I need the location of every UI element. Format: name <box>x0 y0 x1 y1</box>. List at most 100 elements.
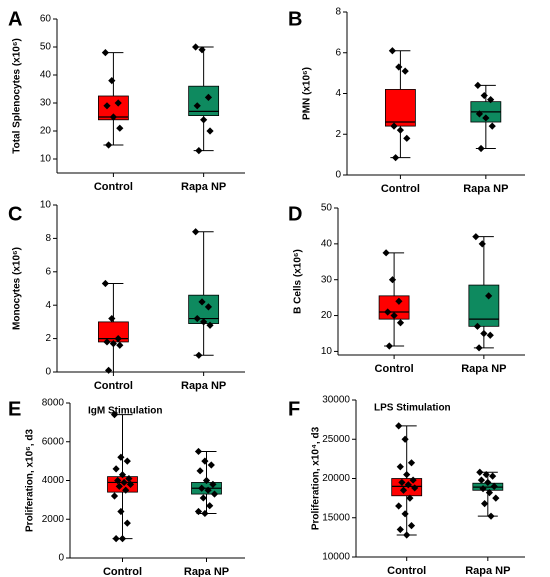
data-point <box>395 422 403 430</box>
y-axis-label: Proliferation, x10⁴, d3 <box>311 426 322 530</box>
x-tick-label: Rapa NP <box>461 363 506 375</box>
x-tick-label: Rapa NP <box>181 380 226 392</box>
y-tick-label: 30 <box>40 98 52 109</box>
data-point <box>109 340 117 348</box>
y-tick-label: 30 <box>321 274 333 285</box>
data-point <box>407 522 416 530</box>
data-point <box>112 465 120 473</box>
data-point <box>201 509 209 518</box>
data-point <box>396 463 404 471</box>
y-tick-label: 25000 <box>322 434 350 445</box>
y-tick-label: 0 <box>58 553 64 564</box>
data-point <box>103 338 111 346</box>
data-point <box>115 482 123 490</box>
y-tick-label: 40 <box>321 238 333 249</box>
data-point <box>403 531 411 539</box>
data-point <box>479 485 487 493</box>
box <box>468 284 500 327</box>
data-point <box>401 510 409 518</box>
y-tick-label: 6 <box>335 47 341 58</box>
panel-letter: E <box>8 398 21 420</box>
y-tick-label: 30000 <box>322 395 350 406</box>
data-point <box>492 494 500 502</box>
x-tick-label: Control <box>103 566 142 577</box>
data-point <box>123 457 131 465</box>
data-point <box>395 297 403 305</box>
data-point <box>206 502 214 510</box>
y-tick-label: 10000 <box>322 552 350 563</box>
data-point <box>108 314 116 323</box>
data-point <box>192 43 200 51</box>
data-point <box>196 467 204 475</box>
data-point <box>482 470 490 479</box>
x-tick-label: Control <box>381 183 420 195</box>
data-point <box>103 102 111 110</box>
panel-letter: B <box>288 8 302 30</box>
data-point <box>116 124 124 132</box>
data-point <box>122 486 130 494</box>
data-point <box>396 319 405 327</box>
data-point <box>473 322 482 330</box>
panel-title: IgM Stimulation <box>88 406 162 417</box>
y-axis-label: PMN (x10⁶) <box>302 67 313 120</box>
y-tick-label: 6000 <box>42 436 65 447</box>
data-point <box>388 276 397 284</box>
data-point <box>194 507 203 516</box>
data-point <box>123 519 131 527</box>
data-point <box>105 366 113 374</box>
y-axis-label: B Cells (x10⁶) <box>293 249 304 314</box>
data-point <box>392 154 400 162</box>
data-point <box>487 512 495 520</box>
data-point <box>395 502 403 510</box>
data-point <box>206 127 214 135</box>
panel-letter: C <box>8 203 22 225</box>
data-point <box>117 453 125 461</box>
data-point <box>407 459 416 467</box>
y-tick-label: 60 <box>40 14 52 25</box>
y-tick-label: 4 <box>335 88 341 99</box>
data-point <box>481 500 489 508</box>
data-point <box>490 482 498 490</box>
y-tick-label: 4 <box>45 300 51 311</box>
data-point <box>110 492 119 500</box>
y-tick-label: 50 <box>40 42 52 53</box>
data-point <box>105 141 113 149</box>
data-point <box>488 122 496 130</box>
data-point <box>475 344 483 352</box>
y-tick-label: 15000 <box>322 512 350 523</box>
data-point <box>206 321 214 329</box>
data-point <box>110 411 119 419</box>
y-tick-label: 0 <box>45 367 51 378</box>
data-point <box>195 351 203 359</box>
data-point <box>486 331 494 339</box>
data-point <box>477 144 485 153</box>
data-point <box>204 303 213 311</box>
data-point <box>204 486 212 494</box>
y-tick-label: 10 <box>321 346 333 357</box>
data-point <box>487 96 495 104</box>
y-tick-label: 0 <box>335 170 341 181</box>
data-point <box>198 46 206 54</box>
data-point <box>192 228 200 236</box>
data-point <box>118 471 127 479</box>
data-point <box>114 476 122 485</box>
data-point <box>489 472 497 480</box>
x-tick-label: Rapa NP <box>181 181 226 193</box>
data-point <box>194 447 203 456</box>
data-point <box>109 113 117 121</box>
y-tick-label: 6 <box>45 266 51 277</box>
y-tick-label: 20 <box>321 310 333 321</box>
data-point <box>401 67 409 75</box>
data-point <box>409 476 417 484</box>
data-point <box>200 116 208 124</box>
data-point <box>406 494 414 502</box>
data-point <box>126 480 135 488</box>
data-point <box>202 476 211 485</box>
data-point <box>125 474 133 483</box>
data-point <box>485 489 494 497</box>
panel-letter: A <box>8 8 22 30</box>
y-tick-label: 2 <box>45 333 51 344</box>
data-point <box>198 484 206 492</box>
data-point <box>474 81 482 89</box>
